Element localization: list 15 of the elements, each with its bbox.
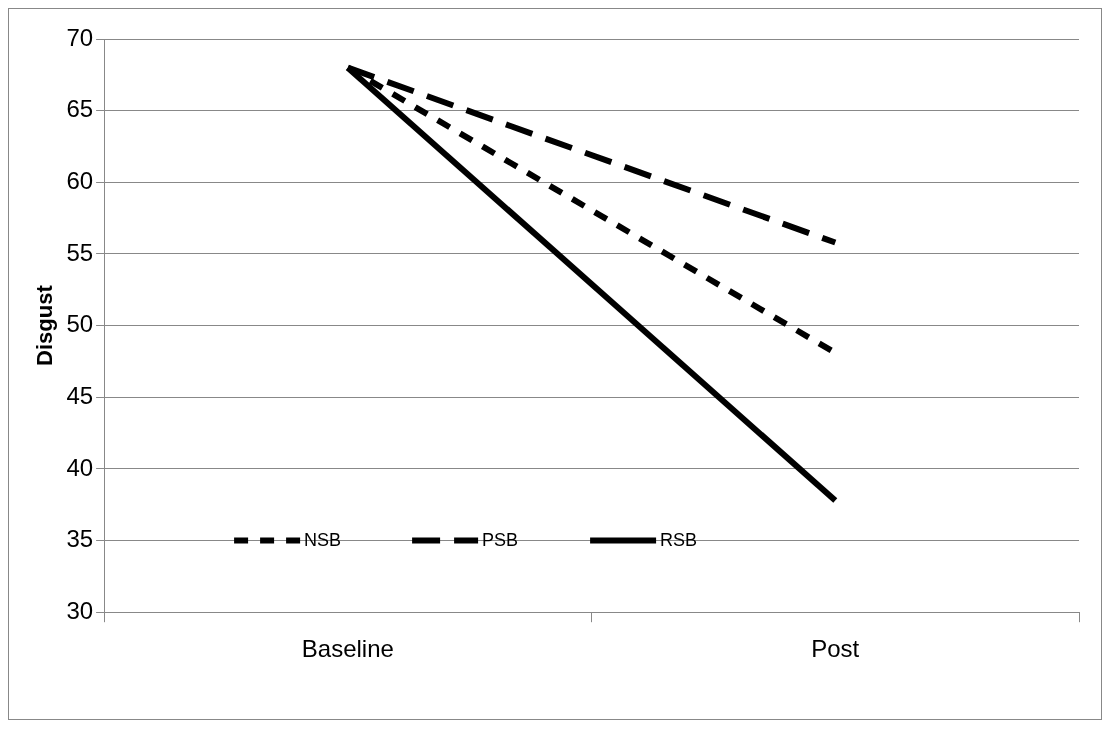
- y-axis-title: Disgust: [32, 284, 58, 366]
- legend-label: PSB: [482, 529, 519, 550]
- y-tick-label: 40: [66, 453, 94, 481]
- x-tick-label: Baseline: [301, 635, 394, 663]
- y-tick-label: 30: [66, 596, 94, 624]
- y-tick-label: 55: [66, 238, 94, 266]
- y-tick-label: 45: [66, 381, 94, 409]
- y-tick-label: 60: [66, 166, 94, 194]
- y-tick-label: 50: [66, 310, 94, 338]
- legend-label: RSB: [660, 529, 698, 550]
- x-tick-label: Post: [811, 635, 860, 663]
- y-tick-label: 35: [66, 525, 94, 553]
- y-tick-label: 65: [66, 95, 94, 123]
- y-tick-label: 70: [66, 23, 94, 51]
- legend-label: NSB: [304, 529, 342, 550]
